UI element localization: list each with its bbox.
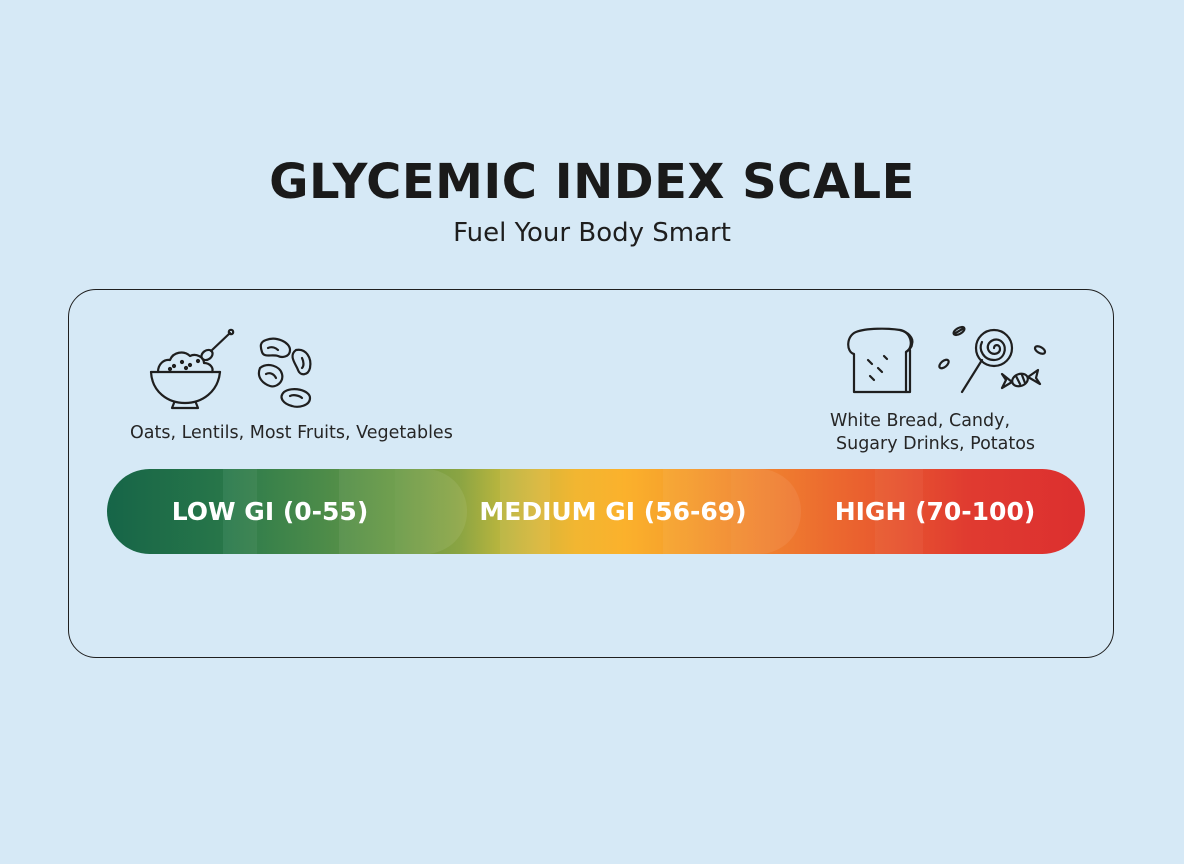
page-subtitle: Fuel Your Body Smart (453, 218, 731, 248)
medium-gi-label: MEDIUM GI (56-69) (479, 497, 747, 526)
high-gi-label: HIGH (70-100) (834, 497, 1036, 526)
high-gi-foods-line-1: White Bread, Candy, (830, 411, 1011, 431)
page-title: GLYCEMIC INDEX SCALE (269, 154, 915, 210)
gi-scale-bar: LOW GI (0-55) MEDIUM GI (56-69) HIGH (70… (107, 469, 1085, 554)
scale-band-3 (339, 469, 395, 554)
scale-band-6 (663, 469, 731, 554)
oatmeal-bowl-icon (149, 328, 235, 410)
lollipop-candy-icon (938, 325, 1047, 394)
low-gi-label: LOW GI (0-55) (171, 497, 369, 526)
low-gi-foods-label: Oats, Lentils, Most Fruits, Vegetables (130, 423, 453, 443)
bread-slice-icon (847, 327, 914, 394)
scale-panel (68, 289, 1114, 658)
scale-band-5 (500, 469, 550, 554)
scale-band-8 (875, 469, 923, 554)
scale-band-2 (223, 469, 257, 554)
beans-icon (257, 337, 312, 408)
scale-band-7 (731, 469, 801, 554)
scale-band-4 (395, 469, 467, 554)
high-gi-foods-label: White Bread, Candy, Sugary Drinks, Potat… (830, 410, 1036, 456)
high-gi-foods-line-2: Sugary Drinks, Potatos (836, 434, 1036, 454)
